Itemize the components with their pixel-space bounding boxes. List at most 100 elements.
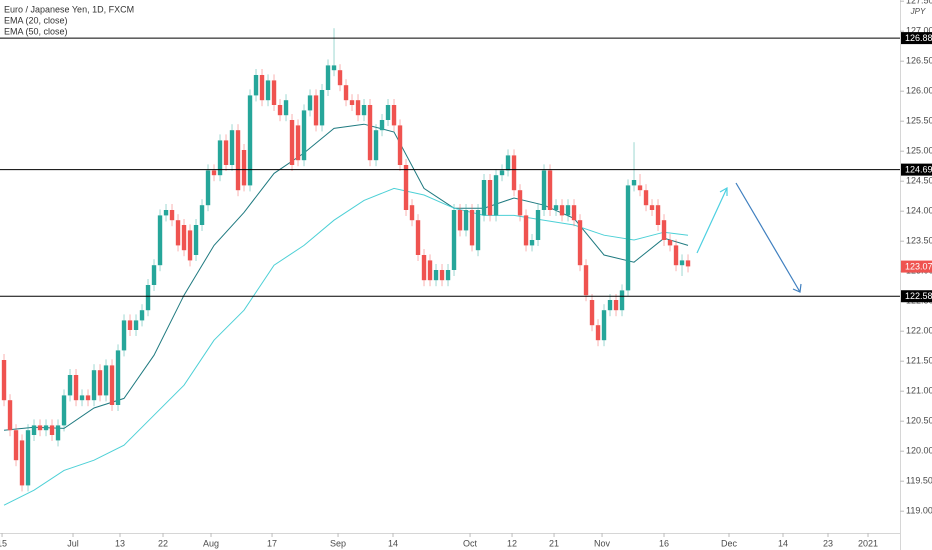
x-tick-label: Aug: [203, 538, 219, 548]
candle-body: [649, 205, 655, 210]
candle-body: [511, 155, 517, 191]
candle-body: [475, 210, 481, 251]
x-tick-label: 14: [388, 538, 398, 548]
candle-body: [43, 425, 49, 431]
x-tick-label: 16: [659, 538, 669, 548]
candle-body: [673, 245, 679, 266]
y-tick-label: 120.500: [906, 416, 932, 426]
candle-body: [667, 240, 673, 246]
candle-body: [523, 215, 529, 246]
candle-body: [553, 205, 559, 210]
x-tick-label: 17: [267, 538, 277, 548]
candle-body: [121, 320, 127, 351]
candle-body: [301, 110, 307, 161]
y-tick-label: 123.500: [906, 236, 932, 246]
candle-body: [217, 140, 223, 176]
candle-body: [595, 325, 601, 341]
level-label: 124.693: [905, 164, 932, 174]
candle-body: [235, 130, 241, 191]
y-tick-label: 124.000: [906, 206, 932, 216]
candle-body: [67, 375, 73, 396]
candle-body: [55, 425, 61, 441]
candle-body: [7, 400, 13, 431]
candle-body: [295, 125, 301, 161]
candle-body: [49, 425, 55, 435]
x-tick-label: 2021: [858, 538, 878, 548]
candle-body: [115, 350, 121, 405]
candle-body: [349, 100, 355, 105]
y-tick-label: 122.000: [906, 326, 932, 336]
candle-body: [103, 365, 109, 396]
candle-body: [433, 270, 439, 281]
candle-body: [181, 225, 187, 251]
candle-body: [145, 285, 151, 311]
candle-body: [517, 190, 523, 216]
candle-body: [169, 210, 175, 221]
candle-body: [259, 75, 265, 101]
candle-body: [685, 260, 691, 267]
plot-area: [1, 28, 691, 506]
candle-body: [559, 205, 565, 216]
candle-body: [277, 105, 283, 116]
candle-body: [205, 170, 211, 206]
candle-body: [529, 240, 535, 246]
candle-body: [61, 395, 67, 426]
candle-body: [415, 220, 421, 255]
arrow-head: [792, 283, 802, 293]
last-price-label: 123.077: [905, 261, 932, 271]
x-tick-label: 15: [0, 538, 7, 548]
x-tick-label: 13: [115, 538, 125, 548]
candle-body: [655, 205, 661, 225]
x-tick-label: 12: [507, 538, 517, 548]
candle-body: [679, 260, 685, 266]
y-tick-label: 127.500: [906, 0, 932, 6]
candle-body: [619, 290, 625, 311]
candle-body: [631, 180, 637, 186]
candle-body: [379, 120, 385, 131]
candle-body: [565, 205, 571, 216]
candle-body: [193, 225, 199, 255]
y-tick-label: 124.500: [906, 176, 932, 186]
candle-body: [247, 95, 253, 186]
candle-body: [541, 170, 547, 210]
candle-body: [187, 230, 193, 261]
candle-body: [139, 310, 145, 321]
y-tick-label: 119.000: [906, 506, 932, 516]
candle-body: [163, 210, 169, 216]
candle-body: [109, 365, 115, 405]
candle-body: [409, 205, 415, 221]
candle-body: [253, 75, 259, 96]
candle-body: [223, 140, 229, 165]
candle-body: [241, 150, 247, 186]
y-tick-label: 121.500: [906, 356, 932, 366]
candle-body: [481, 180, 487, 216]
level-tag: [901, 163, 932, 176]
candle-body: [361, 105, 367, 116]
x-tick-label: Jul: [67, 538, 79, 548]
candle-body: [343, 85, 349, 101]
candle-body: [505, 155, 511, 171]
candle-body: [493, 175, 499, 216]
candle-body: [427, 260, 433, 281]
x-tick-label: Oct: [463, 538, 478, 548]
candle-body: [265, 80, 271, 101]
x-tick-label: Sep: [330, 538, 346, 548]
candle-body: [31, 425, 37, 435]
candle-body: [157, 215, 163, 266]
candle-body: [457, 210, 463, 231]
candle-body: [175, 220, 181, 246]
candle-body: [403, 165, 409, 210]
candle-body: [397, 125, 403, 165]
candle-body: [445, 270, 451, 281]
projection-arrow: [696, 187, 728, 254]
candle-body: [199, 205, 205, 225]
candle-body: [547, 170, 553, 210]
candle-body: [73, 375, 79, 401]
candle-body: [13, 430, 19, 461]
candle-body: [25, 430, 31, 486]
candle-body: [607, 300, 613, 311]
candle-body: [499, 170, 505, 176]
candle-body: [97, 370, 103, 396]
y-tick-label: 120.000: [906, 446, 932, 456]
